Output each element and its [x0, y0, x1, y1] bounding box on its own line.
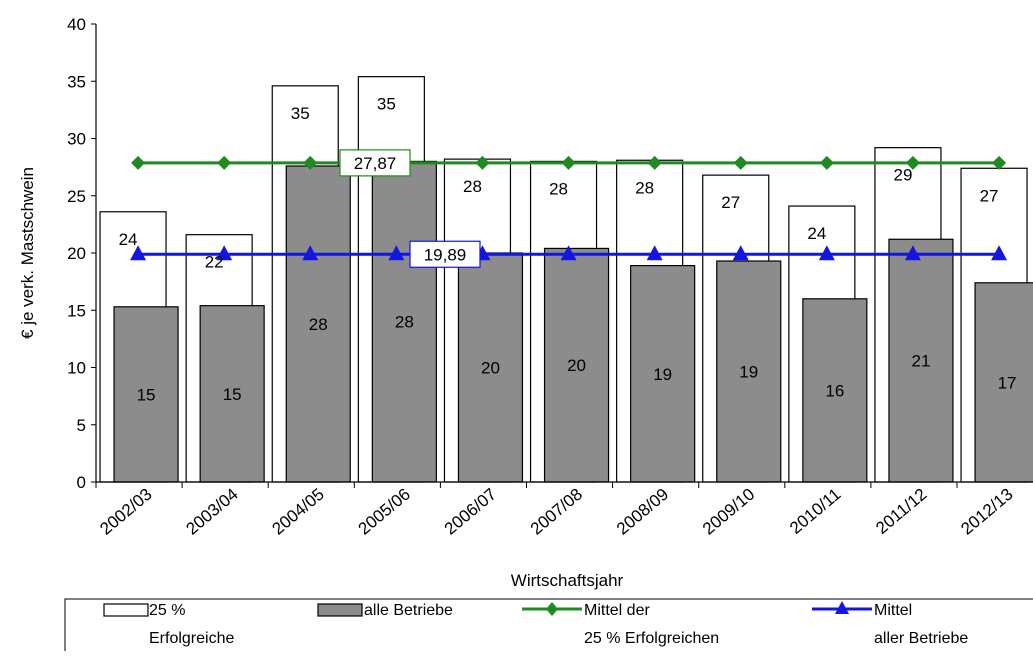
- x-tick-label: 2009/10: [699, 485, 758, 539]
- avg-marker-all: [732, 245, 749, 261]
- bar-label-top25: 35: [291, 104, 310, 123]
- legend: 25 % Erfolgreiche alle Betriebe Mittel d…: [64, 598, 1033, 656]
- y-tick-label: 15: [67, 301, 86, 320]
- bar-label-all: 20: [567, 356, 586, 375]
- avg-marker-all: [646, 245, 663, 261]
- avg-marker-all: [991, 245, 1008, 261]
- bar-all: [888, 238, 954, 483]
- y-tick-label: 40: [67, 15, 86, 34]
- y-axis-title-group: € je verk. Mastschwein: [18, 167, 37, 339]
- avg-marker-top25: [992, 155, 1007, 170]
- bar-label-top25: 24: [807, 224, 826, 243]
- legend-label-top25-line2: Erfolgreiche: [149, 630, 234, 647]
- bar-label-top25: 27: [980, 186, 999, 205]
- y-tick-label: 0: [77, 473, 86, 492]
- avg-label-top25-box: [339, 149, 411, 177]
- bar-label-all: 16: [825, 381, 844, 400]
- y-tick-label: 10: [67, 359, 86, 378]
- bar-label-top25: 28: [635, 178, 654, 197]
- avg-marker-all: [130, 245, 147, 261]
- legend-label-avg-all-line1: Mittel: [874, 602, 912, 619]
- legend-marker-triangle: [835, 601, 849, 614]
- legend-label-avg-all-line2: aller Betriebe: [874, 630, 968, 647]
- bar-label-top25: 22: [205, 253, 224, 272]
- x-tick-label: 2007/08: [527, 485, 586, 539]
- bar-all: [543, 247, 610, 483]
- bar-label-top25: 27: [721, 193, 740, 212]
- avg-label-all: 19,89: [424, 245, 467, 264]
- avg-marker-top25: [733, 155, 748, 170]
- avg-marker-top25: [561, 155, 576, 170]
- bar-label-all: 21: [911, 352, 930, 371]
- y-tick-label: 20: [67, 244, 86, 263]
- bar-all: [630, 264, 696, 483]
- bar-label-all: 17: [998, 373, 1017, 392]
- x-tick-label: 2011/12: [872, 485, 930, 538]
- x-tick-label: 2008/09: [613, 485, 672, 539]
- avg-marker-top25: [217, 155, 232, 170]
- bar-label-top25: 24: [119, 230, 138, 249]
- bar-label-all: 19: [653, 365, 672, 384]
- bar-label-all: 19: [739, 363, 758, 382]
- avg-marker-top25: [905, 155, 920, 170]
- bar-all: [716, 260, 782, 483]
- bar-all: [974, 282, 1033, 483]
- bar-all: [371, 160, 437, 483]
- bar-label-all: 20: [481, 359, 500, 378]
- avg-marker-top25: [131, 155, 146, 170]
- plot-area: 0 5 10 15 20 25 30 35 40 2002/03 2003/04 2004/05 200…: [67, 15, 1033, 539]
- avg-marker-all: [302, 245, 319, 261]
- x-tick-label: 2012/13: [957, 485, 1016, 539]
- x-tick-label: 2004/05: [269, 485, 328, 539]
- bar-label-all: 28: [395, 313, 414, 332]
- bar-all: [457, 252, 524, 483]
- y-tick-label: 35: [67, 72, 86, 91]
- x-axis-title: Wirtschaftsjahr: [511, 571, 624, 590]
- avg-label-all-box: [409, 240, 481, 268]
- legend-label-avg-top25-line1: Mittel der: [584, 602, 650, 619]
- x-tick-label: 2005/06: [355, 485, 414, 539]
- legend-swatch-all: [317, 603, 363, 617]
- bar-all: [285, 165, 351, 483]
- y-tick-label: 5: [77, 416, 86, 435]
- bar-label-top25: 28: [463, 177, 482, 196]
- avg-marker-all: [818, 245, 835, 261]
- legend-label-all: alle Betriebe: [364, 602, 453, 619]
- bar-label-all: 15: [223, 385, 242, 404]
- bar-label-top25: 35: [377, 95, 396, 114]
- y-tick-label: 25: [67, 187, 86, 206]
- avg-marker-top25: [303, 155, 318, 170]
- legend-label-top25-line1: 25 %: [149, 602, 185, 619]
- bar-label-all: 28: [309, 315, 328, 334]
- avg-marker-top25: [475, 155, 490, 170]
- bar-label-all: 15: [137, 385, 156, 404]
- avg-marker-all: [904, 245, 921, 261]
- avg-marker-all: [560, 245, 577, 261]
- avg-marker-top25: [647, 155, 662, 170]
- avg-marker-all: [216, 245, 233, 261]
- legend-swatch-top25: [103, 603, 149, 617]
- avg-label-top25: 27,87: [354, 154, 397, 173]
- x-tick-label: 2006/07: [441, 485, 500, 539]
- y-axis-title: € je verk. Mastschwein: [18, 167, 37, 339]
- avg-marker-all: [388, 245, 405, 261]
- x-tick-label: 2003/04: [182, 485, 241, 539]
- bar-all: [802, 298, 868, 483]
- y-tick-label: 30: [67, 130, 86, 149]
- bar-label-top25: 29: [893, 166, 912, 185]
- bar-label-top25: 28: [549, 179, 568, 198]
- avg-marker-top25: [819, 155, 834, 170]
- legend-label-avg-top25-line2: 25 % Erfolgreichen: [584, 630, 719, 647]
- legend-marker-diamond: [546, 602, 558, 616]
- x-tick-label: 2010/11: [786, 485, 844, 538]
- x-tick-label: 2002/03: [96, 485, 155, 539]
